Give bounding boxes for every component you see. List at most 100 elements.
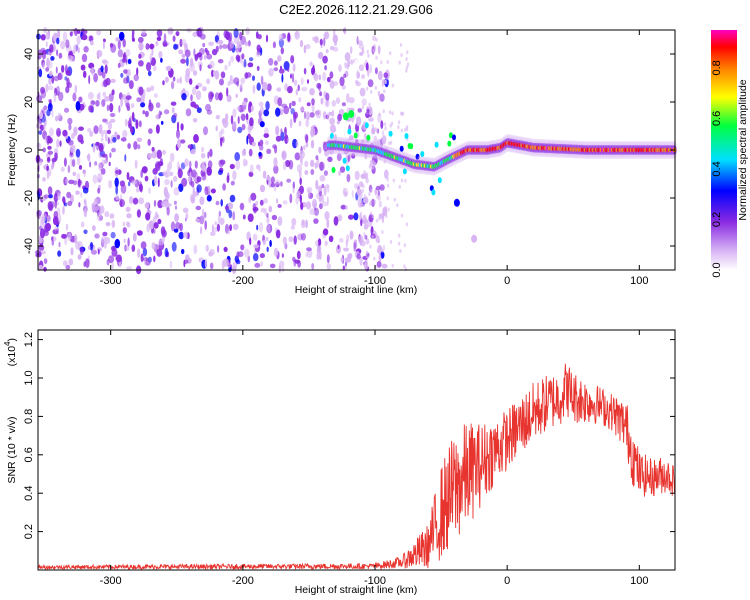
spectrogram-noise-cell — [266, 216, 270, 224]
spectrogram-noise-cell — [206, 109, 213, 115]
spectrogram-noise-cell — [405, 65, 409, 70]
spectrogram-noise-cell — [91, 202, 96, 212]
spectrogram-noise-cell — [153, 175, 158, 186]
spectrogram-noise-cell — [299, 150, 305, 160]
spectrogram-noise-cell — [366, 49, 369, 54]
spectrogram-noise-cell — [153, 255, 156, 263]
spectrogram-noise-cell — [226, 87, 229, 97]
spectrogram-noise-cell — [122, 227, 128, 234]
spectrogram-signal-spur — [353, 132, 358, 139]
spectrogram-noise-cell — [255, 164, 260, 170]
spectrogram-noise-cell — [333, 81, 339, 86]
spectrogram-noise-cell — [194, 191, 198, 198]
spectrogram-noise-cell — [354, 59, 359, 69]
spectrogram-noise-cell — [388, 110, 392, 115]
spectrogram-noise-cell — [66, 77, 70, 88]
spectrogram-noise-cell — [88, 74, 91, 85]
spectrogram-noise-cell — [335, 97, 341, 104]
spectrogram-noise-cell — [45, 215, 51, 222]
spectrogram-noise-cell — [160, 57, 163, 63]
spectrogram-signal-spur — [404, 133, 409, 139]
spectrogram-noise-cell — [96, 142, 99, 151]
spectrogram-noise-cell — [322, 55, 328, 64]
spectrogram-noise-cell — [227, 172, 230, 180]
spectrogram-noise-cell — [312, 64, 315, 75]
spectrogram-noise-cell — [217, 59, 224, 64]
spectrogram-noise-cell — [201, 146, 205, 153]
spectrogram-noise-cell — [318, 191, 323, 197]
spectrogram-signal-spur — [437, 177, 442, 184]
spectrogram-noise-cell — [241, 53, 245, 60]
spectrogram-noise-cell — [336, 153, 342, 162]
spectrogram-noise-cell — [222, 183, 227, 191]
spectrogram-noise-cell — [387, 207, 390, 212]
spectrogram-noise-cell — [118, 31, 125, 41]
spectrogram-noise-cell — [147, 138, 151, 146]
spectrogram-noise-cell — [219, 78, 224, 86]
spectrogram-noise-cell — [67, 232, 72, 241]
spectrogram-noise-cell — [377, 45, 381, 55]
spectrogram-noise-cell — [56, 130, 61, 136]
spectrogram-noise-cell — [128, 196, 134, 204]
spectrogram-noise-cell — [102, 41, 105, 50]
spectrogram-noise-cell — [104, 237, 111, 245]
spectrogram-noise-cell — [203, 126, 208, 136]
spectrogram-signal-spur — [409, 143, 414, 150]
spectrogram-noise-cell — [210, 188, 216, 194]
spectrogram-noise-cell — [47, 186, 53, 195]
spectrogram-noise-cell — [98, 124, 103, 134]
spectrogram-noise-cell — [235, 44, 240, 55]
spectrogram-noise-cell — [44, 134, 48, 144]
spectrogram-noise-cell — [343, 247, 349, 252]
spectrogram-noise-cell — [109, 213, 115, 219]
spectrogram-noise-cell — [83, 229, 88, 235]
snr-multiplier-close: ) — [6, 338, 18, 342]
spectrogram-noise-cell — [288, 159, 294, 170]
spectrogram-noise-cell — [384, 126, 387, 131]
spectrogram-signal-spur — [329, 132, 334, 139]
spectrogram-noise-cell — [366, 86, 369, 91]
spectrogram-noise-cell — [344, 52, 351, 62]
spectrogram-noise-cell — [164, 169, 171, 178]
spectrogram-noise-cell — [58, 52, 63, 59]
spectrogram-noise-cell — [230, 115, 234, 125]
spectrogram-noise-cell — [62, 260, 68, 267]
spectrogram-noise-cell — [381, 263, 388, 269]
spectrogram-noise-cell — [278, 33, 284, 42]
spectrogram-noise-cell — [327, 156, 333, 163]
spectrogram-noise-cell — [384, 169, 389, 179]
spectrogram-noise-cell — [273, 164, 279, 174]
spectrogram-noise-cell — [380, 120, 384, 129]
spectrogram-noise-cell — [303, 67, 307, 75]
spectrogram-noise-cell — [339, 237, 344, 243]
spectrogram-signal-spur — [415, 153, 420, 160]
spectrogram-noise-cell — [248, 40, 251, 47]
spectrogram-noise-cell — [361, 105, 365, 110]
spectrogram-noise-cell — [174, 213, 180, 223]
spectrogram-noise-cell — [210, 231, 216, 236]
spectrogram-noise-cell — [156, 29, 163, 38]
spectrogram-noise-cell — [374, 67, 378, 75]
spectrogram-noise-cell — [82, 29, 88, 35]
spectrogram-noise-cell — [203, 54, 207, 60]
spectrogram-noise-cell — [125, 95, 132, 100]
spectrogram-noise-cell — [373, 199, 377, 204]
spectrogram-noise-cell — [80, 64, 86, 71]
spectrogram-noise-cell — [200, 226, 203, 235]
spectrogram-noise-cell — [271, 214, 278, 221]
spectrogram-noise-cell — [40, 89, 47, 99]
spectrogram-noise-cell — [163, 109, 170, 115]
spectrogram-noise-cell — [182, 207, 189, 214]
spectrogram-noise-cell — [195, 90, 202, 100]
spectrogram-noise-cell — [302, 219, 305, 226]
spectrogram-noise-cell — [291, 217, 297, 226]
spectrogram-noise-cell — [36, 142, 41, 151]
spectrogram-noise-cell — [372, 48, 376, 53]
spectrogram-noise-cell — [191, 181, 195, 188]
spectrogram-noise-cell — [65, 39, 70, 49]
spectrogram-noise-cell — [173, 43, 178, 50]
spectrogram-noise-cell — [228, 95, 231, 102]
spectrogram-noise-cell — [256, 82, 261, 91]
